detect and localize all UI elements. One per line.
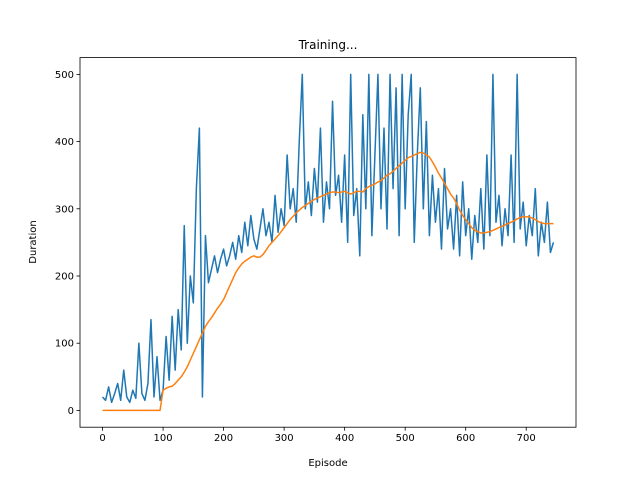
x-tick-label: 400 — [335, 433, 354, 444]
y-tick-label: 300 — [55, 204, 74, 215]
y-tick-label: 100 — [55, 339, 74, 350]
data-line — [102, 151, 554, 412]
x-tick-label: 600 — [456, 433, 475, 444]
x-tick-label: 300 — [275, 433, 294, 444]
data-line — [101, 73, 555, 404]
x-tick-label: 100 — [154, 433, 173, 444]
y-tick-label: 500 — [55, 70, 74, 81]
y-tick-label: 200 — [55, 272, 74, 283]
y-tick-label: 400 — [55, 137, 74, 148]
x-tick-label: 200 — [214, 433, 233, 444]
x-tick-label: 0 — [99, 433, 105, 444]
y-axis-label: Duration — [28, 220, 39, 263]
y-tick-label: 0 — [68, 406, 74, 417]
x-axis-label: Episode — [308, 458, 347, 469]
chart-title: Training... — [298, 38, 358, 52]
x-tick-label: 500 — [396, 433, 415, 444]
x-tick-label: 700 — [517, 433, 536, 444]
plot-frame — [79, 57, 577, 428]
